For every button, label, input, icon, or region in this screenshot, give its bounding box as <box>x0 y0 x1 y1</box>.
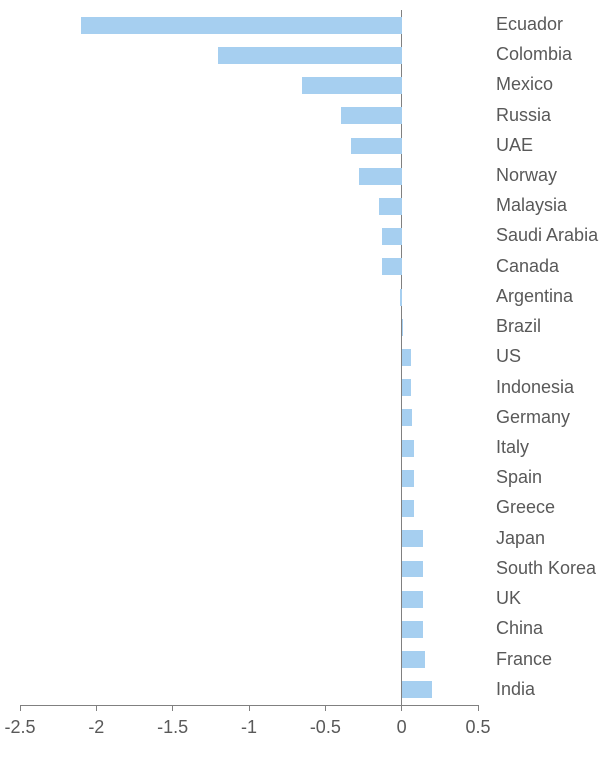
category-label: Ecuador <box>496 14 563 35</box>
x-tick <box>325 705 326 711</box>
bar <box>379 198 402 215</box>
bar <box>359 168 402 185</box>
bar <box>351 138 401 155</box>
category-label: UK <box>496 588 521 609</box>
category-label: India <box>496 679 535 700</box>
category-label: Japan <box>496 528 545 549</box>
x-tick-label: -2 <box>66 717 126 738</box>
bar <box>402 621 423 638</box>
category-label: Spain <box>496 467 542 488</box>
category-label: US <box>496 346 521 367</box>
category-label: Saudi Arabia <box>496 225 598 246</box>
bar <box>402 651 425 668</box>
category-label: South Korea <box>496 558 596 579</box>
bar <box>402 500 414 517</box>
category-label: Italy <box>496 437 529 458</box>
horizontal-bar-chart: Ecuador Colombia Mexico Russia UAE Norway Mala… <box>0 0 602 760</box>
bar <box>402 440 414 457</box>
x-tick <box>172 705 173 711</box>
category-label: China <box>496 618 543 639</box>
bar <box>402 470 414 487</box>
bar <box>402 409 413 426</box>
category-label: Indonesia <box>496 377 574 398</box>
category-label: Canada <box>496 256 559 277</box>
bar <box>402 681 433 698</box>
bar <box>402 319 404 336</box>
category-label: UAE <box>496 135 533 156</box>
x-tick <box>20 705 21 711</box>
bar <box>382 258 402 275</box>
category-label: Colombia <box>496 44 572 65</box>
bar <box>402 591 423 608</box>
bar <box>382 228 402 245</box>
category-label: Germany <box>496 407 570 428</box>
bar <box>400 289 402 306</box>
bar <box>218 47 401 64</box>
category-label: Norway <box>496 165 557 186</box>
x-tick-label: -0.5 <box>295 717 355 738</box>
bar <box>341 107 402 124</box>
plot-area <box>20 10 478 705</box>
bar <box>81 17 402 34</box>
bar <box>402 530 423 547</box>
x-tick-label: -2.5 <box>0 717 50 738</box>
category-label: Russia <box>496 105 551 126</box>
x-tick <box>401 705 402 711</box>
x-tick <box>249 705 250 711</box>
category-label: France <box>496 649 552 670</box>
x-tick-label: -1 <box>219 717 279 738</box>
bar <box>402 561 423 578</box>
category-label: Greece <box>496 497 555 518</box>
x-tick <box>478 705 479 711</box>
category-label: Argentina <box>496 286 573 307</box>
bar <box>402 349 411 366</box>
category-label: Brazil <box>496 316 541 337</box>
bar <box>402 379 411 396</box>
x-tick-label: 0.5 <box>448 717 508 738</box>
category-label: Mexico <box>496 74 553 95</box>
bar <box>302 77 401 94</box>
x-tick-label: -1.5 <box>143 717 203 738</box>
x-tick-label: 0 <box>372 717 432 738</box>
category-label: Malaysia <box>496 195 567 216</box>
x-tick <box>96 705 97 711</box>
